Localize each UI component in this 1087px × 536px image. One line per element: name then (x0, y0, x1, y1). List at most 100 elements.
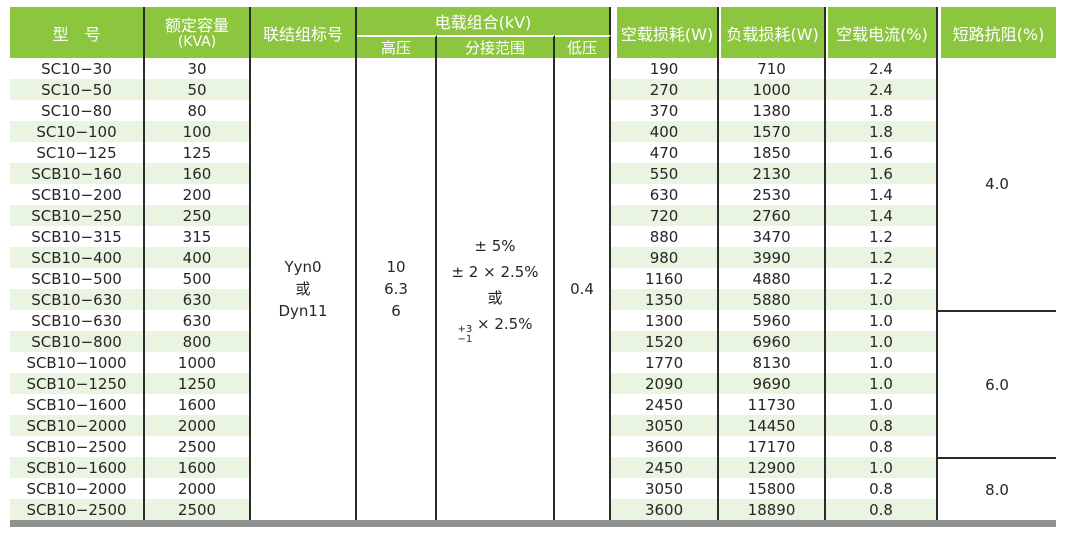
cell-no-load-current: 1.0 (826, 331, 939, 352)
cell-no-load-loss: 720 (611, 205, 720, 226)
cell-model: SCB10−2000 (10, 478, 145, 499)
header-load-loss: 负载损耗(W) (719, 7, 827, 58)
cell-capacity: 1600 (145, 394, 251, 415)
cell-no-load-loss: 1300 (611, 310, 720, 331)
cell-no-load-current: 0.8 (826, 499, 939, 520)
cell-model: SC10−80 (10, 100, 145, 121)
cell-load-loss: 14450 (719, 415, 827, 436)
cell-tap-range: ± 5% ± 2 × 2.5% 或 +3 −1 × 2.5% (437, 58, 555, 520)
cell-capacity: 200 (145, 184, 251, 205)
table-row: SCB10−630 630 1350 5880 1.0 (10, 289, 1056, 310)
hv-line: 6.3 (384, 280, 408, 298)
cell-capacity: 1000 (145, 352, 251, 373)
cell-no-load-current: 1.2 (826, 268, 939, 289)
cell-capacity: 315 (145, 226, 251, 247)
header-high-voltage: 高压 (357, 35, 437, 58)
cell-load-loss: 3470 (719, 226, 827, 247)
cell-model: SCB10−200 (10, 184, 145, 205)
cell-capacity: 500 (145, 268, 251, 289)
cell-no-load-current: 1.6 (826, 163, 939, 184)
cell-no-load-loss: 1520 (611, 331, 720, 352)
cell-capacity: 800 (145, 331, 251, 352)
cell-load-loss: 1850 (719, 142, 827, 163)
cell-capacity: 630 (145, 289, 251, 310)
cell-load-loss: 3990 (719, 247, 827, 268)
table-row: SCB10−1250 1250 2090 9690 1.0 (10, 373, 1056, 394)
table-row: SCB10−2500 2500 3600 17170 0.8 (10, 436, 1056, 457)
cell-no-load-loss: 3050 (611, 415, 720, 436)
cell-capacity: 400 (145, 247, 251, 268)
cell-load-loss: 2130 (719, 163, 827, 184)
connection-line: Dyn11 (278, 302, 328, 320)
cell-model: SCB10−1000 (10, 352, 145, 373)
cell-no-load-current: 1.2 (826, 247, 939, 268)
cell-load-loss: 9690 (719, 373, 827, 394)
cell-connection-group: Yyn0 或 Dyn11 (251, 58, 357, 520)
cell-capacity: 160 (145, 163, 251, 184)
tap-line: ± 5% (474, 237, 516, 255)
transformer-spec-table: 型 号 额定容量 (KVA) 联结组标号 电载组合(kV) 空载损耗(W) 负载… (10, 7, 1057, 520)
cell-no-load-loss: 1160 (611, 268, 720, 289)
cell-no-load-loss: 3050 (611, 478, 720, 499)
table-row: SCB10−2000 2000 3050 14450 0.8 (10, 415, 1056, 436)
cell-load-loss: 2530 (719, 184, 827, 205)
table-row: SC10−100 100 400 1570 1.8 (10, 121, 1056, 142)
cell-no-load-current: 1.4 (826, 205, 939, 226)
cell-model: SCB10−500 (10, 268, 145, 289)
cell-no-load-current: 1.4 (826, 184, 939, 205)
cell-model: SCB10−315 (10, 226, 145, 247)
table-row: SC10−30 30 Yyn0 或 Dyn11 10 6.3 6 ± 5% ± 2 × 2.5% 或… (10, 58, 1057, 520)
hv-line: 10 (386, 258, 406, 276)
cell-impedance: 6.0 (938, 310, 1057, 457)
cell-model: SCB10−250 (10, 205, 145, 226)
header-tap-range: 分接范围 (437, 35, 555, 58)
cell-low-voltage: 0.4 (555, 58, 612, 520)
cell-load-loss: 12900 (719, 457, 827, 478)
tap-stacked-fraction: +3 −1 (457, 324, 473, 345)
hv-line: 6 (391, 302, 401, 320)
cell-load-loss: 15800 (719, 478, 827, 499)
cell-no-load-current: 1.0 (826, 289, 939, 310)
cell-no-load-current: 1.6 (826, 142, 939, 163)
cell-capacity: 2000 (145, 478, 251, 499)
cell-load-loss: 5880 (719, 289, 827, 310)
cell-high-voltage: 10 6.3 6 (357, 58, 437, 520)
cell-no-load-current: 1.8 (826, 100, 939, 121)
cell-no-load-loss: 2450 (611, 394, 720, 415)
header-capacity: 额定容量 (KVA) (145, 7, 251, 58)
cell-capacity: 1250 (145, 373, 251, 394)
table-row: SCB10−1600 1600 2450 11730 1.0 (10, 394, 1056, 415)
tap-line: ± 2 × 2.5% (451, 263, 539, 281)
cell-model: SCB10−630 (10, 310, 145, 331)
header-row-2: 高压 分接范围 低压 (10, 35, 1056, 58)
table-row: SCB10−2000 2000 3050 15800 0.8 (10, 478, 1056, 499)
cell-model: SCB10−630 (10, 289, 145, 310)
header-capacity-text: 额定容量 (164, 15, 229, 35)
cell-capacity: 50 (145, 79, 251, 100)
cell-no-load-loss: 880 (611, 226, 720, 247)
cell-load-loss: 1380 (719, 100, 827, 121)
header-no-load-loss: 空载损耗(W) (611, 7, 720, 58)
cell-no-load-current: 1.2 (826, 226, 939, 247)
cell-impedance: 8.0 (938, 457, 1057, 520)
cell-no-load-loss: 400 (611, 121, 720, 142)
tap-line-stacked: +3 −1 × 2.5% (457, 315, 533, 345)
cell-no-load-loss: 270 (611, 79, 720, 100)
cell-no-load-loss: 470 (611, 142, 720, 163)
table-row: SC10−125 125 470 1850 1.6 (10, 142, 1056, 163)
cell-model: SCB10−2000 (10, 415, 145, 436)
cell-no-load-current: 1.0 (826, 352, 939, 373)
table-row: SCB10−1000 1000 1770 8130 1.0 (10, 352, 1056, 373)
cell-no-load-current: 0.8 (826, 436, 939, 457)
cell-model: SC10−50 (10, 79, 145, 100)
header-connection-group: 联结组标号 (251, 7, 357, 58)
cell-load-loss: 2760 (719, 205, 827, 226)
table-row: SC10−80 80 370 1380 1.8 (10, 100, 1056, 121)
connection-line: 或 (295, 280, 311, 298)
cell-capacity: 100 (145, 121, 251, 142)
spec-sheet: 型 号 额定容量 (KVA) 联结组标号 电载组合(kV) 空载损耗(W) 负载… (10, 7, 1057, 527)
cell-no-load-loss: 190 (611, 58, 720, 79)
connection-line: Yyn0 (284, 258, 322, 276)
cell-model: SC10−30 (10, 58, 145, 79)
cell-no-load-current: 1.0 (826, 373, 939, 394)
